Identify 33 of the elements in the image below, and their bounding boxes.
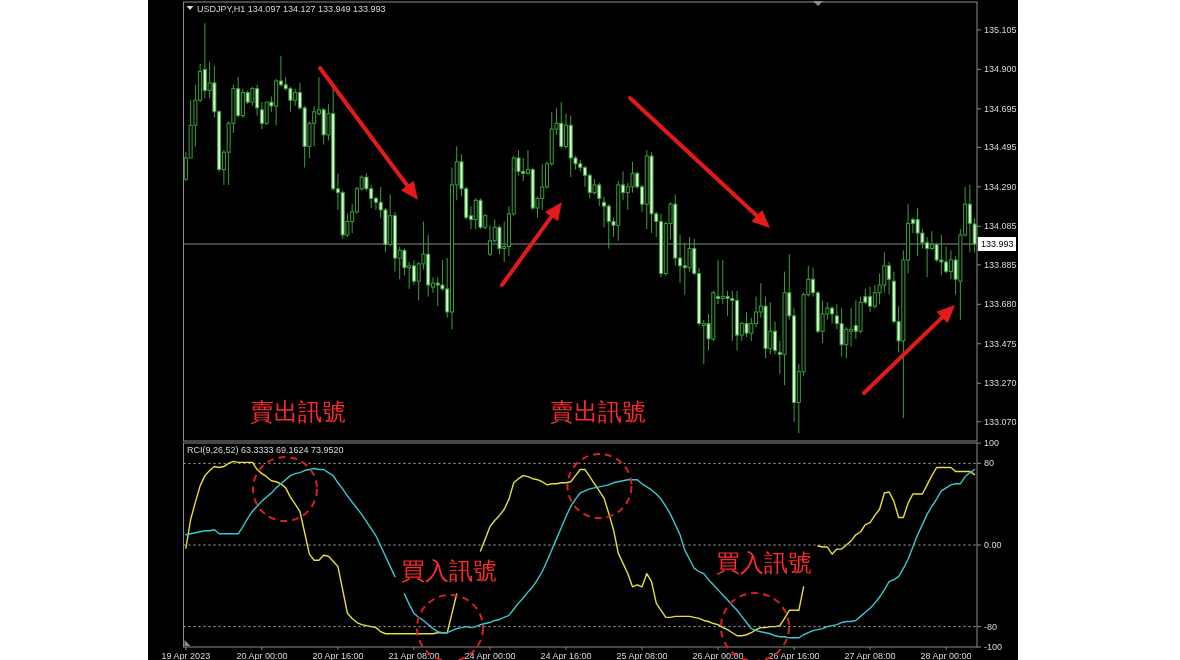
y-tick-label: 133.885 (984, 259, 1017, 270)
x-tick-label: 26 Apr 16:00 (768, 650, 820, 660)
annotation: 買入訊號 (401, 557, 497, 585)
x-tick-label: 28 Apr 00:00 (920, 650, 972, 660)
x-tick-label: 20 Apr 16:00 (312, 650, 364, 660)
y-tick-label: 134.495 (984, 142, 1017, 153)
y-tick-label: 134.695 (984, 103, 1017, 114)
x-tick-label: 25 Apr 08:00 (616, 650, 668, 660)
y-tick-label: 135.105 (984, 24, 1017, 35)
annotation: 賣出訊號 (550, 398, 646, 426)
x-tick-label: 27 Apr 08:00 (844, 650, 896, 660)
y-tick-label: 134.290 (984, 181, 1017, 192)
ref-line-label: 133.993 (981, 239, 1014, 250)
annotation: 賣出訊號 (250, 398, 346, 426)
y-tick-label: 0.00 (984, 540, 1002, 550)
chart-title: USDJPY,H1 134.097 134.127 133.949 133.993 (197, 4, 386, 14)
y-tick-label: 134.085 (984, 221, 1017, 232)
y-tick-label: 133.475 (984, 338, 1017, 349)
y-tick-label: 134.900 (984, 64, 1017, 75)
x-tick-label: 24 Apr 16:00 (540, 650, 592, 660)
x-tick-label: 24 Apr 00:00 (464, 650, 516, 660)
y-tick-label: -80 (984, 621, 998, 632)
y-tick-label: 133.680 (984, 299, 1017, 310)
x-tick-label: 20 Apr 00:00 (236, 650, 288, 660)
x-tick-label: 26 Apr 00:00 (692, 650, 744, 660)
annotation: 買入訊號 (715, 549, 812, 577)
y-tick-label: 133.070 (984, 416, 1017, 427)
x-tick-label: 19 Apr 2023 (161, 650, 211, 660)
y-tick-label: 100 (984, 438, 1000, 448)
chart-title: RCI(9,26,52) 63.3333 69.1624 73.9520 (187, 445, 344, 455)
y-tick-label: 133.270 (984, 378, 1017, 389)
y-tick-label: 80 (984, 458, 995, 469)
y-tick-label: -100 (984, 642, 1003, 652)
